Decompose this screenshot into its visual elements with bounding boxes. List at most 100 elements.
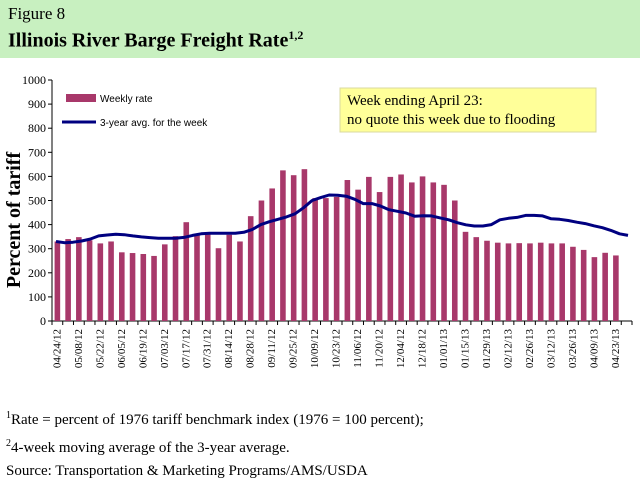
bar <box>172 236 179 321</box>
bar <box>516 243 523 321</box>
bar <box>258 200 265 321</box>
bar <box>462 231 469 321</box>
legend-label-3yr-avg: 3-year avg. for the week <box>100 118 208 129</box>
bar <box>570 246 576 321</box>
bar <box>204 233 211 321</box>
bar <box>430 182 437 321</box>
avg-line <box>55 193 629 245</box>
bar <box>65 239 71 321</box>
footnote-1-text: Rate = percent of 1976 tariff benchmark … <box>11 412 424 428</box>
x-tick-label: 06/05/12 <box>116 329 128 368</box>
x-tick-label: 11/06/12 <box>352 329 364 368</box>
x-tick-label: 12/18/12 <box>417 329 429 368</box>
figure-header: Figure 8 Illinois River Barge Freight Ra… <box>0 0 640 58</box>
footnote-1-mark: 1 <box>6 410 11 421</box>
legend: Weekly rate 3-year avg. for the week <box>62 94 208 129</box>
x-tick-label: 07/03/12 <box>159 329 171 368</box>
footnote-2: 24-week moving average of the 3-year ave… <box>6 432 424 460</box>
bar <box>161 244 168 321</box>
bar <box>247 216 254 321</box>
bar <box>548 243 555 321</box>
source-line: Source: Transportation & Marketing Progr… <box>6 463 368 479</box>
bar <box>537 242 544 321</box>
x-tick-label: 09/25/12 <box>288 329 300 368</box>
bar <box>140 254 147 321</box>
y-tick-label: 600 <box>28 169 46 183</box>
bar <box>237 241 243 321</box>
legend-swatch-weekly-rate <box>66 94 96 102</box>
bar <box>97 243 104 321</box>
bar <box>226 234 233 321</box>
bar <box>301 169 308 321</box>
bar <box>409 182 415 321</box>
x-tick-label: 11/20/12 <box>374 329 386 368</box>
figure-label: Figure 8 <box>8 4 66 23</box>
bar <box>473 237 480 321</box>
bar <box>269 188 275 321</box>
line-series-3yr-avg <box>55 193 629 245</box>
bar <box>419 176 426 321</box>
bar <box>333 196 340 321</box>
y-tick-label: 400 <box>28 218 46 232</box>
legend-label-weekly-rate: Weekly rate <box>100 94 153 105</box>
bar <box>194 235 200 321</box>
bar <box>151 255 157 321</box>
note-line: Week ending April 23: <box>347 93 483 109</box>
x-tick-label: 06/19/12 <box>137 329 149 368</box>
bar <box>494 242 501 321</box>
x-tick-label: 02/26/13 <box>524 329 536 369</box>
bar-series-weekly-rate <box>54 169 619 321</box>
footnotes: 1Rate = percent of 1976 tariff benchmark… <box>6 404 424 483</box>
bar <box>119 252 125 321</box>
bar <box>355 189 361 321</box>
x-axis: 04/24/12 05/08/12 05/22/12 06/05/12 06/19/12… <box>51 321 633 369</box>
note-line: no quote this week due to flooding <box>347 112 556 128</box>
x-tick-label: 05/22/12 <box>94 329 106 368</box>
x-tick-label: 03/26/13 <box>567 329 579 369</box>
bar <box>366 176 372 321</box>
chart-title-superscript: 1,2 <box>288 28 304 42</box>
bar <box>398 174 404 321</box>
x-tick-label: 01/29/13 <box>481 329 493 369</box>
note-box <box>339 87 597 133</box>
bar <box>108 241 114 321</box>
bar <box>290 175 297 321</box>
footnote-2-text: 4-week moving average of the 3-year aver… <box>11 440 290 456</box>
y-tick-label: 0 <box>40 314 46 328</box>
bar <box>580 249 587 321</box>
x-tick-label: 04/09/13 <box>588 329 600 369</box>
x-tick-label: 04/23/13 <box>610 329 622 369</box>
y-tick-label: 1000 <box>22 73 46 87</box>
x-tick-label: 01/01/13 <box>438 329 450 369</box>
x-tick-label: 10/23/12 <box>331 329 343 368</box>
y-axis-label: Percent of tariff <box>3 152 25 289</box>
x-tick-label: 01/15/13 <box>460 329 472 369</box>
bar <box>76 237 82 321</box>
bar <box>602 252 608 321</box>
bar <box>484 240 490 321</box>
y-tick-label: 500 <box>28 194 46 208</box>
bar <box>376 192 383 321</box>
x-tick-label: 07/17/12 <box>180 329 192 368</box>
x-tick-label: 03/12/13 <box>545 329 557 369</box>
bar <box>451 200 458 321</box>
bar <box>86 240 93 321</box>
bar <box>183 222 190 321</box>
bar <box>344 180 351 321</box>
x-tick-label: 04/24/12 <box>51 329 63 368</box>
x-tick-label: 02/12/13 <box>502 329 514 369</box>
y-tick-label: 700 <box>28 145 46 159</box>
bar <box>613 255 619 321</box>
footnote-1: 1Rate = percent of 1976 tariff benchmark… <box>6 404 424 432</box>
x-tick-label: 10/09/12 <box>309 329 321 368</box>
bar <box>387 176 394 321</box>
barge-rate-chart: 0 100 200 300 400 500 600 700 800 900 1000 04/24/1… <box>3 73 633 369</box>
bar <box>215 248 222 321</box>
bar <box>591 257 598 321</box>
y-tick-label: 200 <box>28 266 46 280</box>
bar <box>323 198 329 321</box>
bar <box>505 243 512 321</box>
y-tick-label: 300 <box>28 242 46 256</box>
bar <box>441 184 447 321</box>
bar <box>54 241 61 321</box>
